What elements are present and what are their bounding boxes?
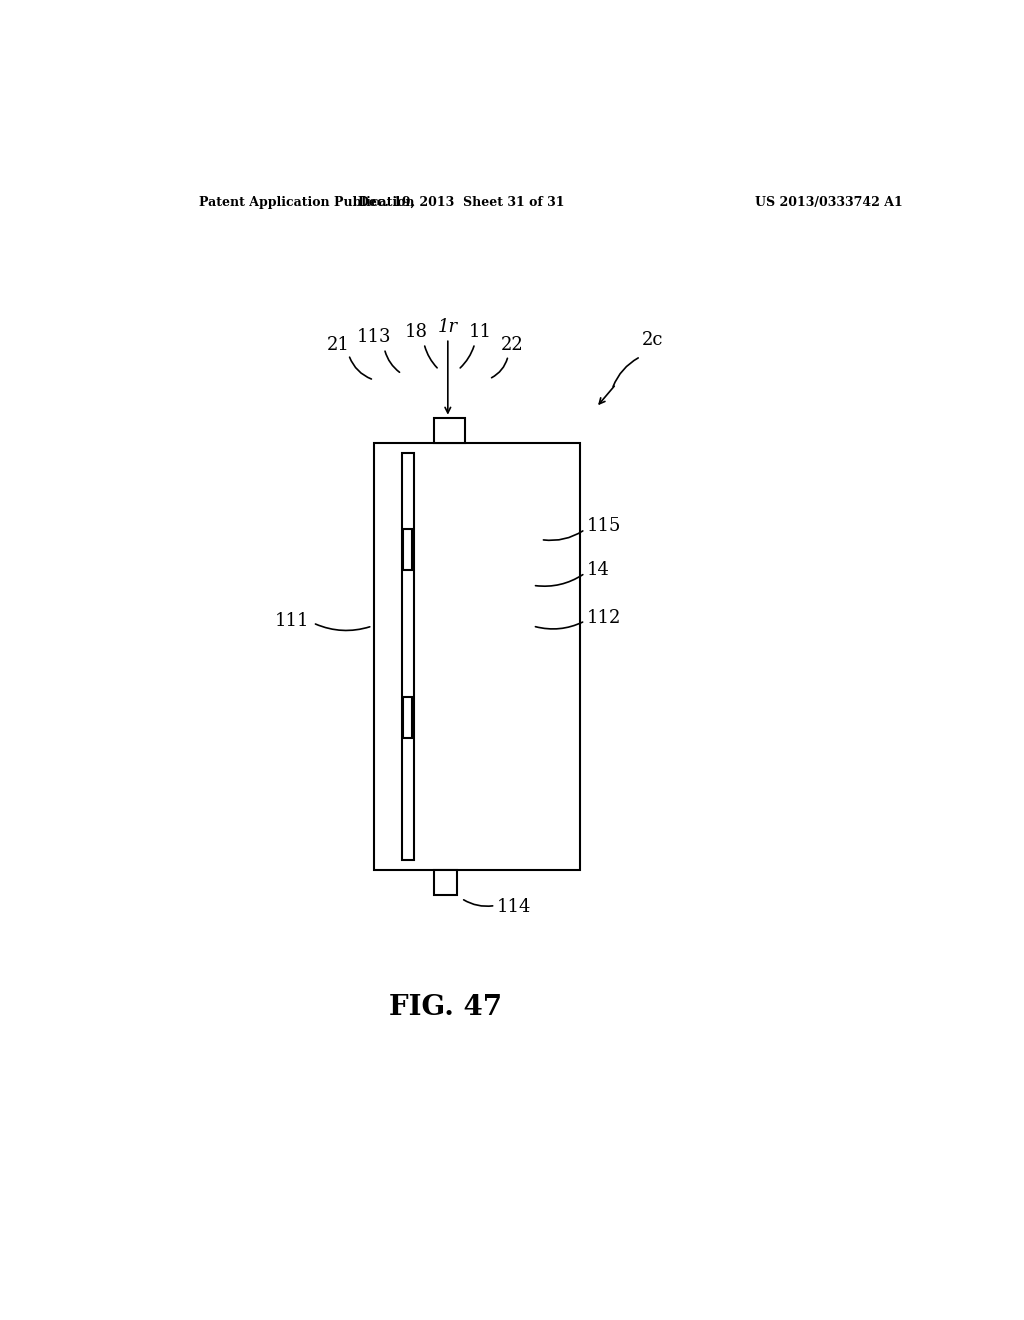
Text: 18: 18 xyxy=(404,323,428,342)
Text: 115: 115 xyxy=(587,517,622,536)
Text: 1r: 1r xyxy=(437,318,458,337)
FancyArrowPatch shape xyxy=(425,346,437,368)
Bar xyxy=(433,417,465,444)
FancyArrowPatch shape xyxy=(349,358,372,379)
Bar xyxy=(433,870,458,895)
Text: 22: 22 xyxy=(501,335,523,354)
FancyArrowPatch shape xyxy=(315,624,370,631)
Text: FIG. 47: FIG. 47 xyxy=(389,994,502,1020)
Text: 113: 113 xyxy=(356,329,391,346)
Bar xyxy=(401,453,414,859)
FancyArrowPatch shape xyxy=(460,346,474,368)
Bar xyxy=(374,444,581,870)
Bar xyxy=(402,529,412,570)
Text: Dec. 19, 2013  Sheet 31 of 31: Dec. 19, 2013 Sheet 31 of 31 xyxy=(358,195,564,209)
Text: US 2013/0333742 A1: US 2013/0333742 A1 xyxy=(755,195,903,209)
FancyArrowPatch shape xyxy=(544,531,583,540)
Text: 21: 21 xyxy=(327,335,350,354)
FancyArrowPatch shape xyxy=(464,900,493,907)
FancyArrowPatch shape xyxy=(536,622,583,628)
Text: Patent Application Publication: Patent Application Publication xyxy=(200,195,415,209)
FancyArrowPatch shape xyxy=(492,358,508,378)
Text: 112: 112 xyxy=(587,609,622,627)
Text: 114: 114 xyxy=(497,899,531,916)
Text: 2c: 2c xyxy=(642,331,664,350)
Text: 14: 14 xyxy=(587,561,609,579)
FancyArrowPatch shape xyxy=(536,574,583,586)
FancyArrowPatch shape xyxy=(613,358,638,387)
FancyArrowPatch shape xyxy=(385,351,399,372)
Text: 11: 11 xyxy=(469,323,492,342)
Text: 111: 111 xyxy=(274,612,309,630)
Bar xyxy=(402,697,412,738)
